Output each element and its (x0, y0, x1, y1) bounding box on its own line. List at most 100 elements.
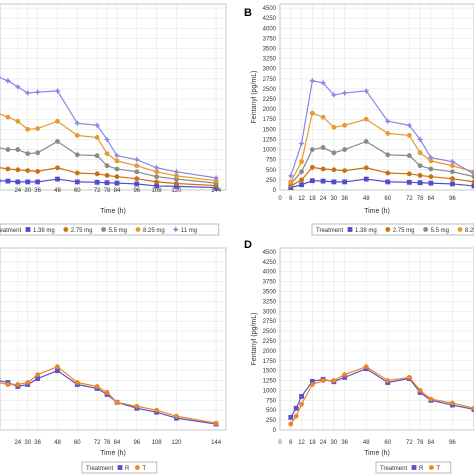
panel-d-chart: 0 250 500 750 1000 1250 1500 1750 2000 2250 2500 27… (251, 247, 474, 457)
data-point (5, 114, 11, 120)
data-point (320, 145, 326, 150)
data-point (417, 150, 423, 156)
x-tick-label: 96 (133, 188, 140, 194)
data-point (342, 122, 348, 128)
data-point (470, 170, 474, 178)
data-point (55, 364, 60, 370)
data-point (134, 181, 140, 187)
x-tick-label: 6 (289, 440, 293, 446)
data-point (213, 420, 219, 426)
data-point (74, 179, 80, 185)
legend-marker (385, 227, 391, 232)
x-tick-label: 6 (289, 196, 293, 202)
legend-marker (423, 227, 428, 232)
data-point (384, 118, 391, 125)
y-tick-label: 3250 (263, 57, 277, 63)
y-tick-label: 4000 (263, 270, 277, 276)
y-tick-label: 2000 (263, 349, 277, 355)
data-point (299, 177, 304, 183)
x-tick-label: 48 (363, 440, 370, 446)
data-point (74, 152, 80, 158)
data-point (35, 169, 41, 174)
x-axis-label: Time (h) (100, 208, 126, 215)
data-point (5, 166, 11, 172)
legend-panel-d: Treatment R T (375, 461, 452, 474)
plot-area (0, 364, 219, 427)
data-point (293, 413, 299, 419)
y-tick-label: 3000 (263, 67, 277, 73)
y-tick-label: 250 (266, 418, 277, 424)
data-point (450, 176, 455, 182)
data-point (320, 378, 326, 383)
data-point (74, 133, 80, 138)
y-tick-label: 4250 (263, 260, 277, 266)
plot-frame (0, 3, 227, 191)
data-point (174, 413, 179, 419)
y-tick-label: 3000 (263, 309, 277, 315)
data-point (25, 151, 31, 157)
data-point (25, 168, 31, 173)
y-tick-label: 3500 (263, 46, 277, 52)
legend-panel-c: Treatment R T (81, 461, 158, 474)
data-point (428, 180, 434, 186)
data-point (114, 166, 120, 172)
data-point (35, 376, 41, 381)
data-point (174, 173, 179, 179)
x-tick-label: 96 (449, 196, 456, 202)
data-point (309, 77, 316, 85)
data-point (450, 181, 455, 187)
legend-title: Treatment (86, 466, 113, 472)
data-point (25, 380, 31, 385)
data-point (134, 176, 140, 182)
legend-item-label: 5.5 mg (109, 228, 127, 234)
x-tick-label: 12 (298, 196, 305, 202)
legend-item-label: 5.5 mg (431, 228, 449, 234)
data-point (416, 136, 424, 143)
data-point (114, 158, 120, 164)
x-tick-label: 72 (406, 196, 413, 202)
data-point (113, 152, 121, 159)
data-point (154, 174, 160, 180)
data-point (55, 165, 60, 171)
x-tick-label: 36 (34, 188, 41, 194)
x-tick-label: 96 (449, 440, 456, 446)
data-point (24, 89, 31, 97)
data-point (406, 179, 412, 185)
data-point (299, 393, 304, 399)
y-tick-label: 250 (266, 178, 277, 184)
x-tick-label: 60 (384, 196, 391, 202)
data-point (385, 170, 391, 176)
x-tick-label: 108 (152, 188, 163, 194)
data-point (104, 180, 110, 186)
data-point (299, 401, 304, 407)
legend-box (0, 223, 220, 236)
y-tick-label: 4500 (263, 250, 277, 256)
panel-letter-b: B (244, 7, 252, 19)
legend-marker (172, 226, 179, 233)
legend-item-label: 2.75 mg (71, 228, 93, 234)
legend-item-label: 11 mg (181, 228, 197, 234)
data-point (320, 114, 326, 120)
y-tick-label: 0 (273, 188, 277, 194)
data-point (319, 79, 327, 87)
x-tick-label: 36 (341, 440, 348, 446)
series-line-t (290, 366, 474, 425)
data-point (449, 158, 456, 165)
data-point (331, 150, 337, 156)
data-point (104, 151, 110, 157)
y-axis-label: Fentanyl (pg/mL) (251, 313, 258, 366)
data-point (104, 163, 110, 169)
data-point (35, 126, 41, 131)
data-point (471, 179, 474, 185)
data-point (428, 158, 434, 164)
data-point (428, 166, 434, 172)
data-point (14, 83, 22, 91)
y-tick-label: 3750 (263, 36, 277, 42)
y-tick-label: 2250 (263, 339, 277, 345)
legend-marker (101, 227, 106, 232)
data-point (35, 179, 41, 185)
data-point (428, 396, 434, 402)
data-point (74, 380, 80, 385)
x-tick-label: 60 (74, 188, 81, 194)
data-point (342, 168, 348, 173)
